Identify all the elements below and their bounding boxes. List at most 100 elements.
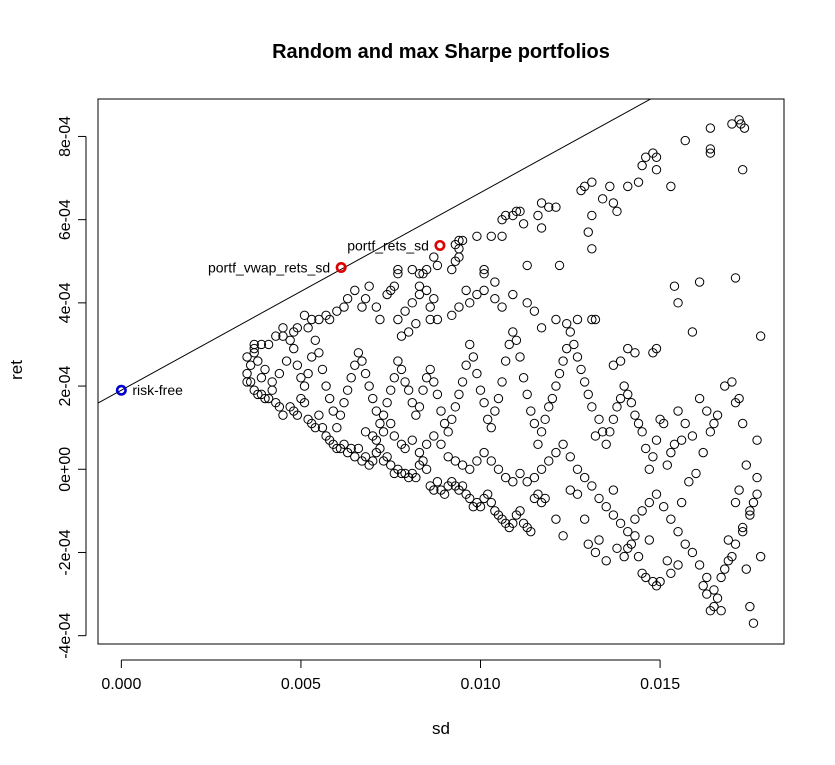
data-point [303,323,313,333]
data-point [457,235,468,246]
data-point [529,418,540,429]
data-point [407,435,417,445]
data-point [633,551,644,562]
data-point [249,348,259,358]
data-point [375,418,385,429]
data-point [666,514,676,524]
data-point [605,181,615,192]
data-point [651,489,662,499]
data-point [407,398,417,408]
data-point [289,343,299,354]
data-point [436,406,446,416]
data-point [396,468,407,479]
data-point [730,497,741,508]
y-tick-label: 0e+00 [57,447,74,492]
data-point [562,343,572,354]
x-tick-label: 0.010 [460,676,500,693]
data-point [342,293,353,304]
data-point [350,285,360,296]
data-point [364,381,374,391]
data-point [429,293,439,304]
data-point [601,556,611,566]
data-point [641,152,651,162]
data-point [342,385,353,395]
data-point [673,406,683,416]
data-point [608,198,619,208]
data-point [508,289,518,300]
data-point [515,468,525,479]
data-point [576,364,586,375]
data-point [694,277,705,287]
data-point [712,593,723,603]
data-point [500,356,511,366]
y-axis: -4e-04 -2e-04 0e+00 2e-04 4e-04 6e-04 8e-04 [57,116,87,659]
data-point [400,306,410,316]
data-point [414,447,425,458]
data-point [429,252,439,262]
data-point [579,377,590,387]
data-point [745,510,755,520]
data-point [619,381,629,391]
data-point [357,356,367,366]
data-point [680,135,690,146]
data-point [411,410,421,420]
data-point [375,314,385,325]
data-point [353,348,364,358]
data-point [533,439,543,450]
data-point [490,277,500,287]
data-point [263,339,274,350]
data-point [655,414,665,425]
data-point [748,618,759,628]
data-point [579,514,590,524]
data-point [508,518,518,529]
chart-title: Random and max Sharpe portfolios [272,41,610,63]
data-point [544,202,554,212]
data-point [425,302,435,312]
data-point [594,493,604,504]
data-point [278,331,288,341]
data-point [278,410,288,420]
data-point [310,335,320,345]
data-point [339,398,349,408]
data-point [691,468,701,479]
data-point [752,489,762,499]
data-point [673,526,683,537]
data-point [716,606,726,616]
data-point [493,393,504,404]
data-point [436,439,446,450]
data-point [737,526,748,537]
y-axis-label: ret [7,360,26,380]
data-point [666,181,676,192]
data-point [551,314,561,325]
data-point [360,427,371,437]
data-point [332,306,342,316]
data-point [375,443,385,454]
data-point [368,456,378,466]
data-point [307,314,317,325]
x-tick-label: 0.015 [640,676,680,693]
data-point [666,447,676,458]
data-point [411,472,421,483]
data-point [569,339,579,350]
data-point [572,464,583,474]
data-point [299,381,310,391]
data-point [641,443,651,454]
data-point [615,393,626,404]
data-point [522,298,532,308]
data-point [705,123,716,133]
data-point [630,410,640,420]
data-point [583,389,593,400]
data-point [526,526,536,537]
data-point [698,447,708,458]
data-point [454,389,464,400]
data-point [432,260,443,271]
highlighted-portfolios: risk-free portf_vwap_rets_sd portf_rets_sd [115,237,446,398]
data-point [396,364,407,375]
data-point [694,393,705,404]
data-point [518,219,529,229]
data-point [418,456,428,466]
data-point [450,256,461,266]
data-point [720,564,730,574]
data-point [396,331,407,341]
data-point [457,377,468,387]
